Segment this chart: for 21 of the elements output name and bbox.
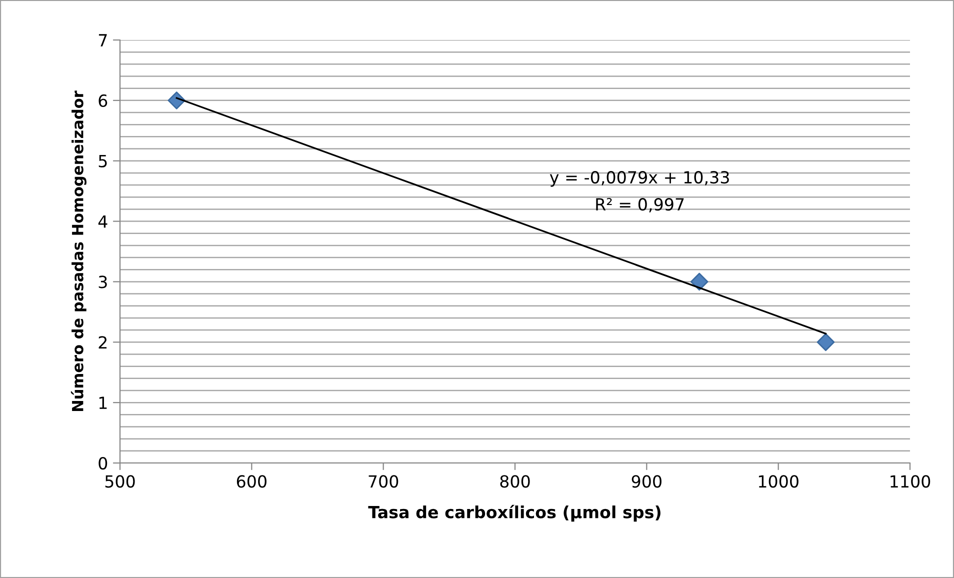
- y-tick-label: 1: [99, 396, 107, 409]
- x-axis-title: Tasa de carboxílicos (µmol sps): [368, 504, 660, 522]
- annotation: y = -0,0079x + 10,33: [550, 170, 729, 187]
- x-tick-label: 600: [236, 475, 266, 488]
- y-tick-label: 0: [98, 456, 108, 470]
- y-tick-label: 6: [98, 94, 108, 107]
- y-axis-title: Número de pasadas Homogeneizador: [70, 90, 86, 412]
- x-tick-label: 1100: [890, 475, 930, 488]
- x-tick-label: 800: [500, 475, 530, 488]
- y-tick-label: 7: [98, 34, 107, 46]
- y-tick-label: 3: [98, 276, 107, 288]
- y-tick-label: 2: [98, 336, 107, 348]
- y-tick-label: 4: [98, 215, 108, 228]
- x-tick-label: 700: [368, 475, 398, 488]
- point: [690, 272, 708, 291]
- x-tick-label: 500: [105, 475, 135, 488]
- point: [816, 333, 835, 352]
- x-tick-label: 900: [632, 475, 662, 488]
- y-tick-label: 5: [98, 155, 107, 168]
- annotation: R² = 0,997: [596, 198, 684, 212]
- x-tick-label: 1000: [758, 475, 798, 488]
